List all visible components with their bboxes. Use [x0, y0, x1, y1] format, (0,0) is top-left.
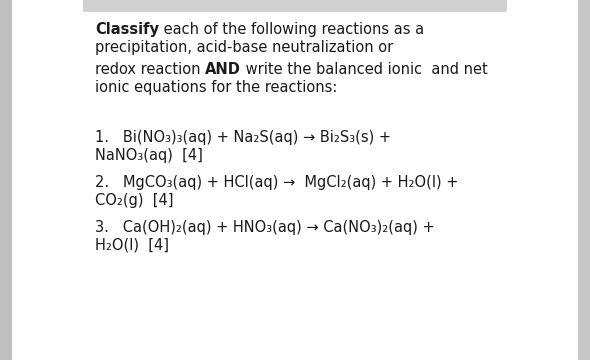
Text: H₂O(l)  [4]: H₂O(l) [4]	[95, 238, 169, 253]
Text: 1.   Bi(NO₃)₃(aq) + Na₂S(aq) → Bi₂S₃(s) +: 1. Bi(NO₃)₃(aq) + Na₂S(aq) → Bi₂S₃(s) +	[95, 130, 391, 145]
FancyBboxPatch shape	[83, 0, 507, 12]
Text: NaNO₃(aq)  [4]: NaNO₃(aq) [4]	[95, 148, 203, 163]
Text: CO₂(g)  [4]: CO₂(g) [4]	[95, 193, 173, 208]
Bar	[578, 0, 590, 360]
Bar	[0, 0, 12, 360]
Text: AND: AND	[205, 62, 241, 77]
Text: 3.   Ca(OH)₂(aq) + HNO₃(aq) → Ca(NO₃)₂(aq) +: 3. Ca(OH)₂(aq) + HNO₃(aq) → Ca(NO₃)₂(aq)…	[95, 220, 435, 235]
Text: ionic equations for the reactions:: ionic equations for the reactions:	[95, 80, 337, 95]
Text: precipitation, acid-base neutralization or: precipitation, acid-base neutralization …	[95, 40, 394, 55]
Text: write the balanced ionic  and net: write the balanced ionic and net	[241, 62, 488, 77]
Text: 2.   MgCO₃(aq) + HCl(aq) →  MgCl₂(aq) + H₂O(l) +: 2. MgCO₃(aq) + HCl(aq) → MgCl₂(aq) + H₂O…	[95, 175, 458, 190]
Text: Classify: Classify	[95, 22, 159, 37]
Text: each of the following reactions as a: each of the following reactions as a	[159, 22, 424, 37]
Text: redox reaction: redox reaction	[95, 62, 205, 77]
